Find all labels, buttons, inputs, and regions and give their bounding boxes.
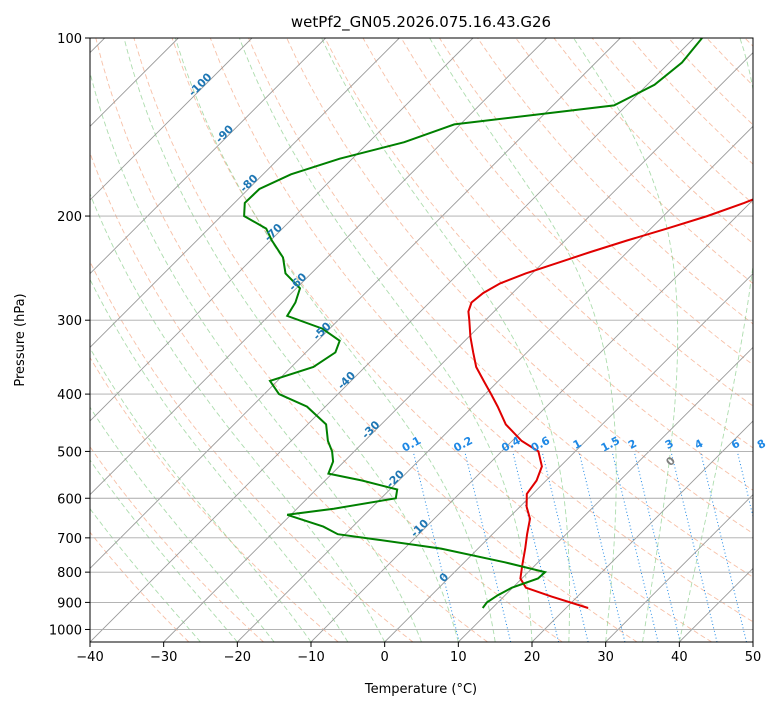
isotherm <box>90 38 253 201</box>
y-tick-label: 600 <box>57 492 82 507</box>
y-tick-label: 800 <box>57 566 82 581</box>
x-axis: −40 −30 −20 −10 0 10 20 30 40 50 <box>76 642 761 665</box>
isotherm <box>90 38 326 275</box>
dry-adiabat <box>248 38 753 578</box>
isotherm <box>310 199 753 642</box>
moist-adiabat <box>174 38 496 642</box>
dry-adiabat <box>90 356 339 642</box>
dry-adiabat <box>90 531 190 642</box>
y-tick-label: 400 <box>57 388 82 403</box>
dry-adiabat <box>90 151 488 642</box>
x-axis-label: Temperature (°C) <box>364 682 477 697</box>
isotherm <box>90 38 547 496</box>
y-tick-label: 300 <box>57 314 82 329</box>
x-tick-label: 40 <box>671 650 688 665</box>
x-tick-label: −10 <box>297 650 324 665</box>
isotherm <box>458 346 753 642</box>
y-tick-label: 1000 <box>49 623 82 638</box>
isotherm <box>531 420 753 642</box>
moist-adiabat <box>573 38 679 642</box>
x-tick-label: −40 <box>76 650 103 665</box>
isotherm <box>90 38 695 642</box>
mixing-ratio-label: 8 <box>755 437 768 452</box>
dry-adiabat <box>95 38 563 642</box>
y-tick-label: 200 <box>57 210 82 225</box>
background-lines <box>90 38 775 642</box>
dry-adiabat <box>400 38 753 407</box>
isotherm <box>90 38 474 422</box>
mixing-ratio-label: 10 <box>774 435 775 454</box>
y-axis: 100 200 300 400 500 600 700 800 900 1000 <box>49 32 90 638</box>
moist-adiabat <box>90 459 238 642</box>
dry-adiabat <box>209 38 753 623</box>
x-tick-label: 30 <box>597 650 614 665</box>
y-tick-label: 500 <box>57 445 82 460</box>
moist-adiabat <box>90 406 275 642</box>
plot-frame <box>89 37 754 643</box>
dry-adiabat <box>90 260 414 642</box>
isotherm <box>605 494 753 642</box>
moist-adiabat <box>321 38 571 642</box>
x-tick-label: 20 <box>524 650 541 665</box>
series-lines <box>243 38 753 609</box>
x-tick-label: 50 <box>745 650 762 665</box>
moist-adiabat <box>678 38 753 642</box>
isotherm <box>90 38 400 348</box>
dry-adiabat <box>171 38 712 642</box>
mixing-ratio-line <box>763 451 775 642</box>
dry-adiabat <box>324 38 753 491</box>
moist-adiabat <box>238 38 533 642</box>
moist-adiabat <box>90 278 349 642</box>
moist-adiabat <box>90 192 386 642</box>
dry-adiabat <box>439 38 753 366</box>
moist-adiabat <box>90 70 422 642</box>
isotherm <box>384 273 753 642</box>
y-axis-label: Pressure (hPa) <box>13 293 28 386</box>
y-tick-label: 700 <box>57 532 82 547</box>
chart-title: wetPf2_GN05.2026.075.16.43.G26 <box>291 13 551 32</box>
x-tick-label: 10 <box>450 650 467 665</box>
dry-adiabat <box>90 445 264 642</box>
isotherm <box>163 52 753 642</box>
isotherm <box>752 641 753 642</box>
dry-adiabat <box>133 38 638 642</box>
temperature-profile <box>467 198 753 609</box>
x-tick-label: −20 <box>224 650 251 665</box>
y-tick-label: 900 <box>57 596 82 611</box>
plot-background <box>90 38 753 642</box>
grid-lines <box>90 38 753 642</box>
dry-adiabat <box>515 38 753 285</box>
isotherm <box>90 38 621 569</box>
y-tick-label: 100 <box>57 32 82 47</box>
moist-adiabat <box>429 38 617 642</box>
x-tick-label: −30 <box>150 650 177 665</box>
x-tick-label: 0 <box>381 650 389 665</box>
dewpoint-profile <box>243 38 703 609</box>
isotherm <box>237 125 753 642</box>
